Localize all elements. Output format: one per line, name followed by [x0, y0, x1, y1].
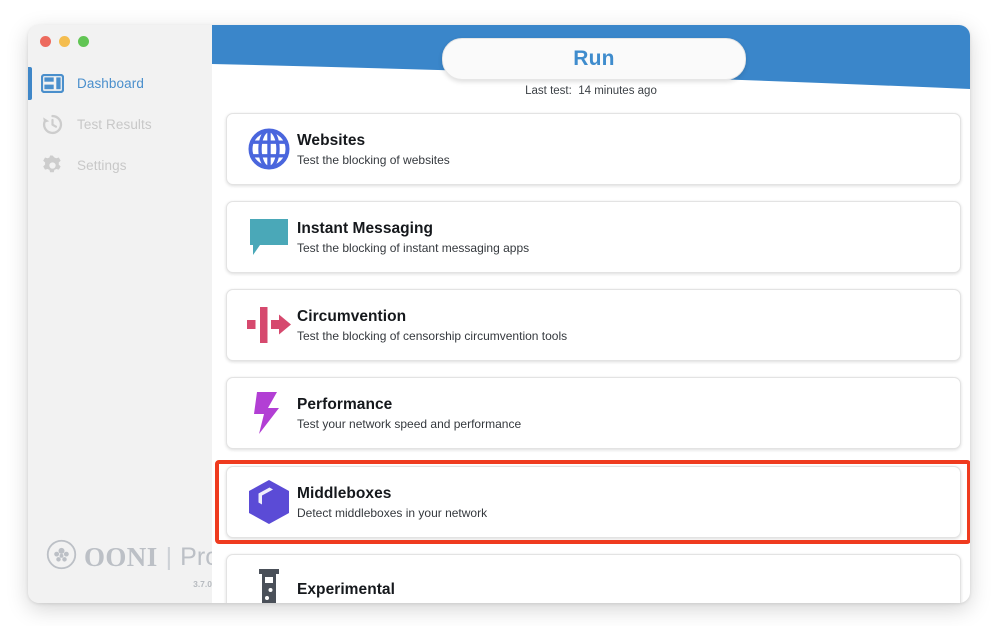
- card-text: Instant Messaging Test the blocking of i…: [297, 220, 529, 255]
- test-card-experimental[interactable]: Experimental: [226, 554, 961, 603]
- card-title: Experimental: [297, 581, 395, 598]
- card-title: Instant Messaging: [297, 219, 434, 237]
- dashboard-icon: [40, 71, 65, 96]
- sidebar-item-dashboard[interactable]: Dashboard: [28, 63, 212, 104]
- test-card-middleboxes[interactable]: Middleboxes Detect middleboxes in your n…: [226, 466, 961, 538]
- cube-box-icon: [241, 478, 297, 526]
- test-tube-icon: [241, 567, 297, 603]
- card-title: Circumvention: [297, 307, 407, 325]
- app-version: 3.7.0: [193, 579, 212, 589]
- sidebar-item-label: Dashboard: [77, 76, 144, 91]
- card-title: Websites: [297, 131, 366, 149]
- card-title: Middleboxes: [297, 484, 392, 502]
- globe-icon: [241, 127, 297, 171]
- card-text: Experimental: [297, 581, 395, 599]
- test-card-list: Websites Test the blocking of websites I…: [212, 109, 970, 603]
- sidebar-item-settings[interactable]: Settings: [28, 145, 212, 186]
- card-text: Middleboxes Detect middleboxes in your n…: [297, 485, 487, 520]
- card-subtitle: Test the blocking of websites: [297, 152, 450, 167]
- chat-bubble-icon: [241, 216, 297, 258]
- test-card-instant-messaging[interactable]: Instant Messaging Test the blocking of i…: [226, 201, 961, 273]
- card-subtitle: Test the blocking of censorship circumve…: [297, 328, 568, 343]
- card-subtitle: Test the blocking of instant messaging a…: [297, 240, 530, 255]
- run-button-label: Run: [573, 47, 615, 70]
- last-test-value: 14 minutes ago: [578, 85, 657, 97]
- last-test-status: Last test: 14 minutes ago: [212, 85, 970, 97]
- active-indicator-bar: [28, 67, 32, 100]
- sidebar-item-label: Settings: [77, 158, 127, 173]
- card-text: Performance Test your network speed and …: [297, 396, 521, 431]
- card-subtitle: Test your network speed and performance: [297, 416, 522, 431]
- history-clock-icon: [40, 112, 65, 137]
- minimize-window-button[interactable]: [59, 36, 70, 47]
- run-button[interactable]: Run: [442, 38, 746, 80]
- card-text: Websites Test the blocking of websites: [297, 132, 450, 167]
- sidebar-item-label: Test Results: [77, 117, 152, 132]
- main-panel: Run Last test: 14 minutes ago: [212, 25, 970, 603]
- active-indicator-bar: [28, 149, 32, 182]
- lightning-bolt-icon: [241, 390, 297, 436]
- gear-icon: [40, 153, 65, 178]
- brand-separator: |: [165, 542, 173, 571]
- brand-logo: OONI | Probe 3.7.0: [46, 539, 247, 589]
- sidebar-nav: Dashboard Test Results: [28, 63, 212, 186]
- active-indicator-bar: [28, 108, 32, 141]
- brand-name: OONI: [84, 541, 158, 572]
- zoom-window-button[interactable]: [78, 36, 89, 47]
- app-window: Dashboard Test Results: [28, 25, 970, 603]
- arrow-through-wall-icon: [241, 303, 297, 347]
- test-card-circumvention[interactable]: Circumvention Test the blocking of censo…: [226, 289, 961, 361]
- last-test-label: Last test:: [525, 85, 572, 97]
- card-title: Performance: [297, 395, 393, 413]
- test-card-performance[interactable]: Performance Test your network speed and …: [226, 377, 961, 449]
- ooni-logo-icon: [46, 539, 77, 575]
- sidebar-item-test-results[interactable]: Test Results: [28, 104, 212, 145]
- card-text: Circumvention Test the blocking of censo…: [297, 308, 567, 343]
- sidebar: Dashboard Test Results: [28, 25, 247, 603]
- close-window-button[interactable]: [40, 36, 51, 47]
- card-subtitle: Detect middleboxes in your network: [297, 505, 488, 520]
- test-card-websites[interactable]: Websites Test the blocking of websites: [226, 113, 961, 185]
- window-traffic-lights: [40, 36, 89, 47]
